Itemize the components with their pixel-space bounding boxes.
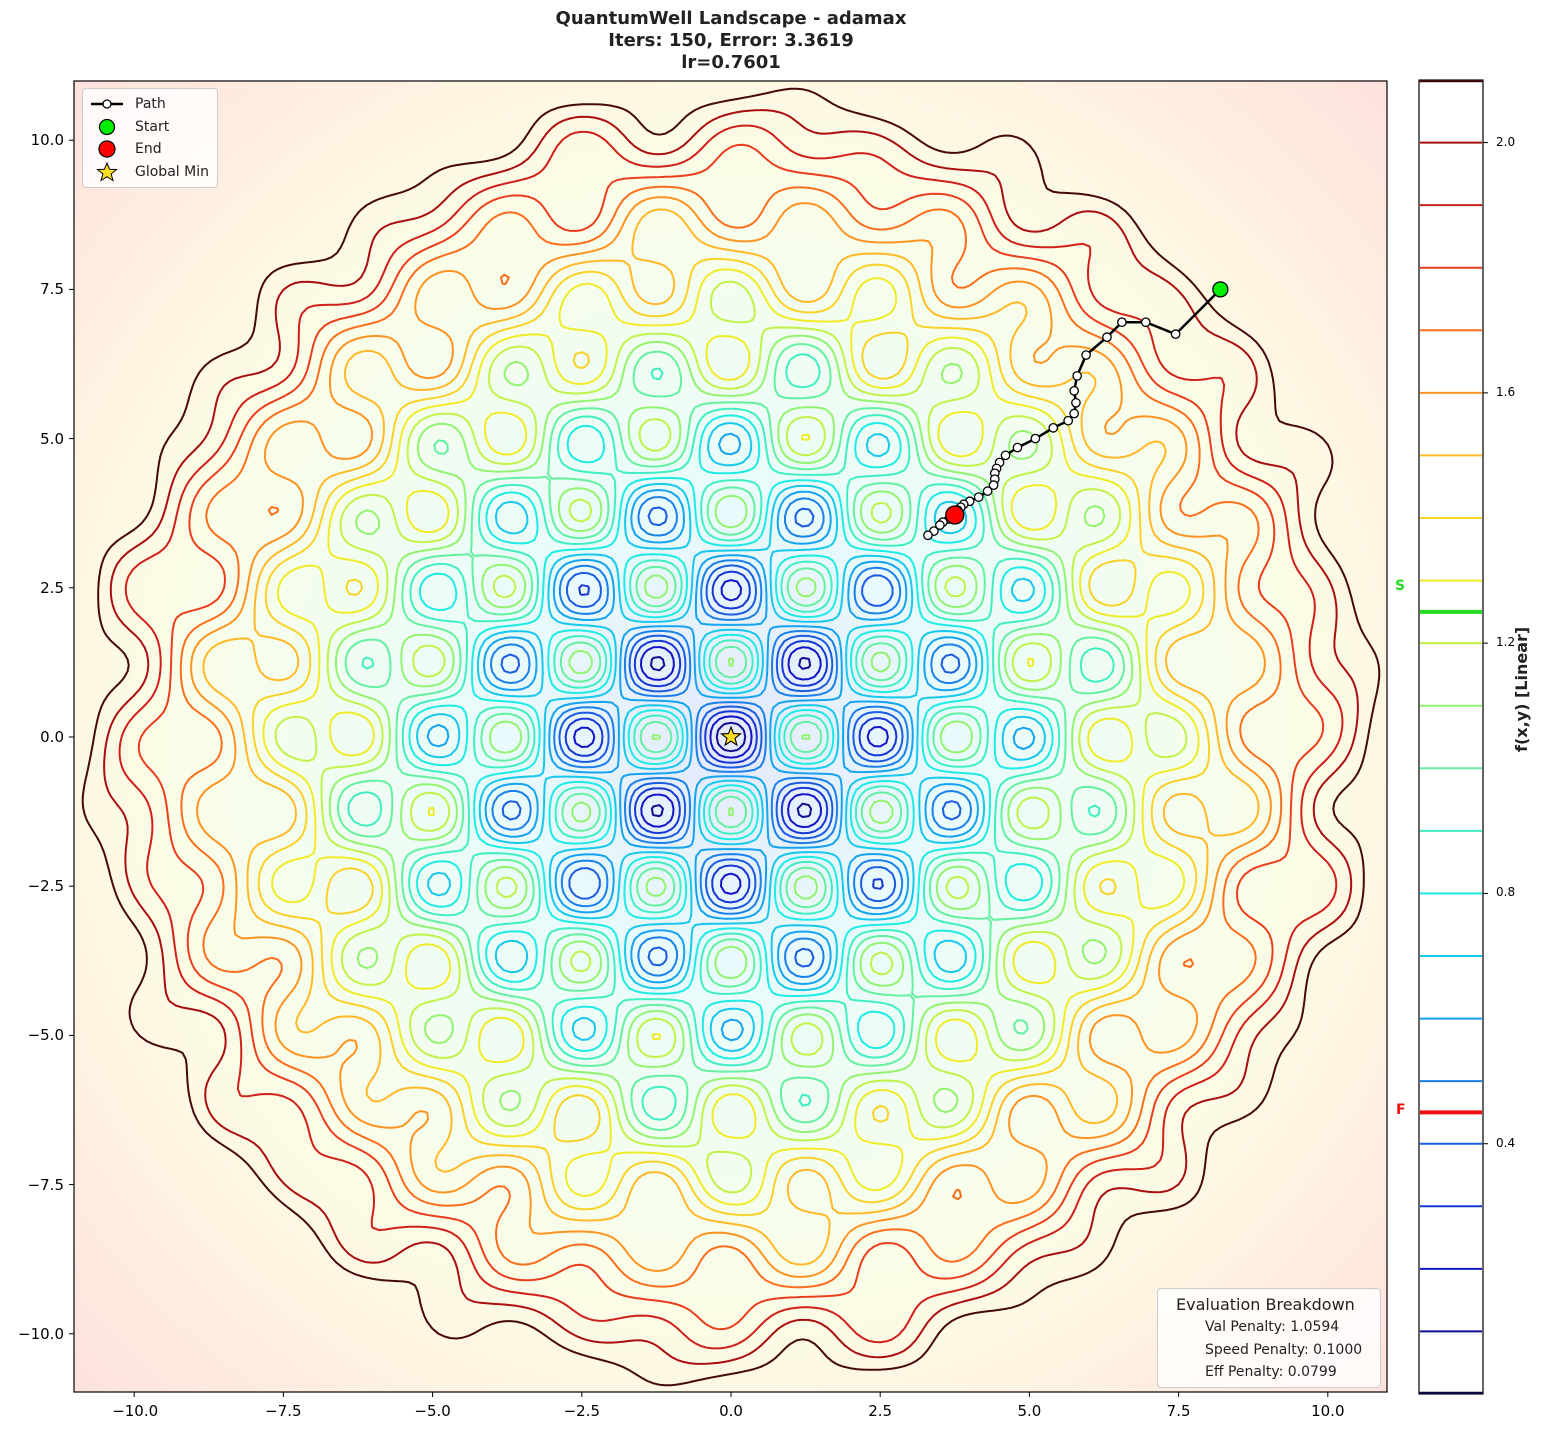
start-marker — [1212, 281, 1229, 298]
global-min-star — [720, 725, 742, 747]
speed-penalty: Speed Penalty: 0.1000 — [1205, 1342, 1363, 1358]
eff-penalty: Eff Penalty: 0.0799 — [1205, 1364, 1337, 1380]
colorbar-final-marker: F — [1396, 1102, 1406, 1118]
y-tick-label: 7.5 — [40, 280, 64, 299]
title-line-2: Iters: 150, Error: 3.3619 — [608, 30, 854, 51]
legend-label-end: End — [135, 141, 162, 158]
axis-ticks — [69, 139, 1329, 1397]
contour-lines — [81, 87, 1381, 1387]
start-circle-icon — [98, 118, 116, 135]
legend-label-start: Start — [135, 118, 170, 135]
y-tick-label: 10.0 — [30, 131, 64, 150]
legend: Path Start End Global Min — [82, 88, 218, 188]
title-line-1: QuantumWell Landscape - adamax — [555, 8, 907, 29]
colorbar-tick-label: 1.2 — [1496, 635, 1516, 650]
x-tick-label: −7.5 — [265, 1402, 302, 1420]
y-tick-label: −10.0 — [18, 1324, 64, 1343]
x-tick-label: 7.5 — [1166, 1402, 1191, 1420]
end-marker — [945, 505, 965, 525]
chart-title: QuantumWell Landscape - adamax Iters: 15… — [0, 8, 1462, 74]
y-tick-label: 2.5 — [40, 578, 64, 597]
legend-item-start: Start — [89, 116, 209, 139]
star-icon — [96, 161, 118, 182]
evaluation-breakdown-box: Evaluation Breakdown Val Penalty: 1.0594… — [1157, 1288, 1381, 1388]
legend-item-global-min: Global Min — [89, 161, 209, 184]
legend-item-path: Path — [89, 93, 209, 116]
y-tick-label: 0.0 — [40, 728, 64, 746]
y-tick-label: −5.0 — [27, 1026, 64, 1045]
evaluation-title: Evaluation Breakdown — [1176, 1295, 1355, 1314]
y-tick-label: 5.0 — [40, 429, 64, 448]
x-tick-label: 5.0 — [1017, 1402, 1042, 1420]
val-penalty: Val Penalty: 1.0594 — [1205, 1319, 1340, 1335]
colorbar-frame — [1418, 79, 1484, 1395]
legend-label-path: Path — [135, 96, 166, 113]
x-tick-label: −2.5 — [563, 1402, 601, 1420]
colorbar-tick-label: 0.8 — [1496, 885, 1516, 900]
path-line-icon — [91, 99, 123, 109]
x-tick-label: 0.0 — [719, 1402, 743, 1420]
x-tick-label: 10.0 — [1311, 1402, 1345, 1420]
legend-label-global-min: Global Min — [135, 163, 209, 180]
legend-item-end: End — [89, 138, 209, 161]
y-tick-label: −2.5 — [27, 877, 64, 896]
colorbar-levels — [1419, 79, 1488, 1395]
end-circle-icon — [98, 140, 116, 158]
colorbar-label: f(x,y) [Linear] — [1512, 626, 1531, 752]
x-tick-label: −10.0 — [112, 1402, 159, 1420]
optimizer-path — [720, 281, 1229, 747]
y-tick-label: −7.5 — [27, 1175, 64, 1194]
colorbar-start-marker: S — [1395, 578, 1406, 594]
x-tick-label: −5.0 — [414, 1402, 451, 1420]
colorbar-tick-label: 1.6 — [1496, 384, 1516, 399]
x-tick-label: 2.5 — [868, 1402, 893, 1420]
title-line-3: lr=0.7601 — [681, 52, 781, 73]
colorbar-tick-label: 0.4 — [1496, 1135, 1516, 1150]
colorbar-tick-label: 2.0 — [1496, 134, 1516, 149]
